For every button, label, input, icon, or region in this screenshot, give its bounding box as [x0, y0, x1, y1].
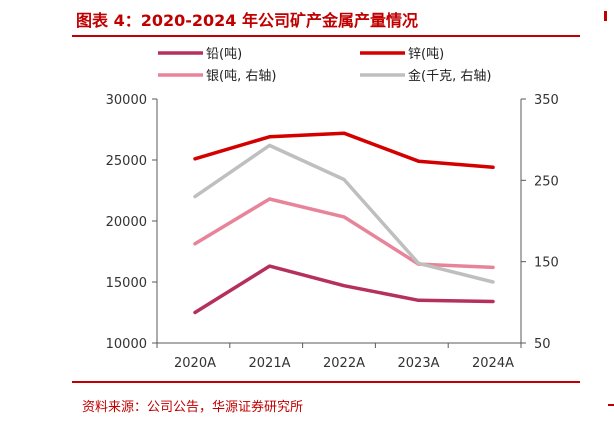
source-note: 资料来源：公司公告，华源证券研究所 — [82, 400, 304, 415]
chart-axes: 30000 25000 20000 15000 10000 350 250 150 50 2020… — [106, 93, 559, 371]
y-left-tick-label: 30000 — [106, 93, 147, 108]
legend-label-3: 金(千克, 右轴) — [408, 68, 491, 84]
x-tick-label: 2023A — [398, 356, 440, 371]
x-tick-label: 2024A — [472, 356, 514, 371]
chart-title: 图表 4：2020-2024 年公司矿产金属产量情况 — [76, 11, 418, 30]
legend: 铅(吨) 锌(吨) 银(吨, 右轴) 金(千克, 右轴) — [158, 47, 491, 84]
y-left-tick-label: 15000 — [106, 276, 147, 291]
series-line-0 — [193, 264, 495, 315]
x-tick-label: 2020A — [174, 356, 216, 371]
title-rule — [72, 35, 580, 37]
y-right-tick-label: 50 — [534, 337, 551, 352]
y-right-tick-label: 250 — [534, 174, 559, 189]
series-line-2 — [193, 197, 495, 270]
source-rule — [72, 381, 580, 383]
y-right-tick-label: 150 — [534, 256, 559, 271]
series-layer — [193, 131, 495, 315]
series-line-3 — [193, 143, 495, 284]
x-tick-label: 2021A — [249, 356, 291, 371]
series-line-1 — [193, 131, 495, 170]
y-left-tick-label: 25000 — [106, 154, 147, 169]
y-left-tick-label: 20000 — [106, 215, 147, 230]
legend-label-0: 铅(吨) — [206, 47, 242, 62]
y-right-tick-label: 350 — [534, 93, 559, 108]
source-edge-mark — [608, 404, 614, 406]
legend-label-2: 银(吨, 右轴) — [206, 69, 276, 84]
edge-mark-icon — [604, 11, 607, 21]
y-left-tick-label: 10000 — [106, 337, 147, 352]
legend-label-1: 锌(吨) — [408, 47, 444, 62]
x-tick-label: 2022A — [323, 356, 365, 371]
